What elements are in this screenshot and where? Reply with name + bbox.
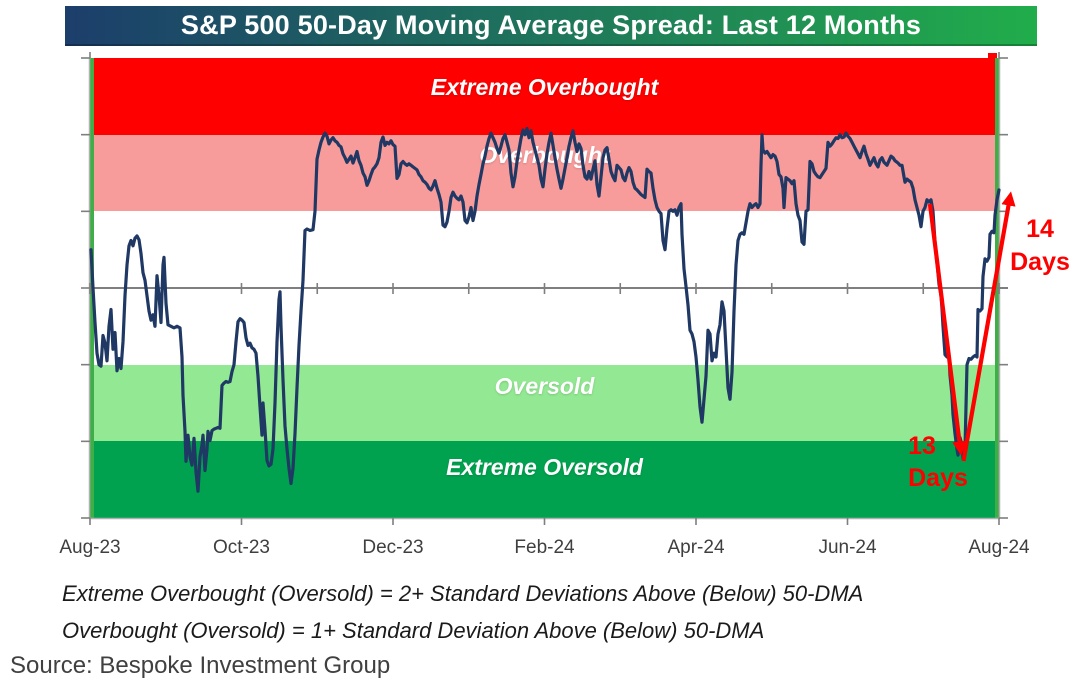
annotation-14-value: 14 (1026, 215, 1054, 243)
footnote-definition: Overbought (Oversold) = 1+ Standard Devi… (62, 618, 765, 643)
x-label-aug-23: Aug-23 (59, 537, 121, 558)
annotation-13-value: 13 (908, 432, 936, 460)
plot-left-green-edge (90, 58, 94, 518)
plot-right-green-edge (995, 58, 999, 518)
annotation-14-unit: Days (1010, 248, 1070, 276)
x-label-apr-24: Apr-24 (667, 537, 725, 558)
x-label-feb-24: Feb-24 (514, 537, 575, 558)
zone-label-oversold: Oversold (494, 373, 595, 399)
chart-title: S&P 500 50-Day Moving Average Spread: La… (180, 9, 922, 40)
x-label-dec-23: Dec-23 (362, 537, 424, 558)
annotation-13-unit: Days (908, 464, 968, 492)
threshold-bands (90, 58, 999, 518)
band-extreme-overbought (90, 58, 999, 135)
source-attribution: Source: Bespoke Investment Group (10, 652, 391, 679)
chart-title-bar: S&P 500 50-Day Moving Average Spread: La… (65, 6, 1037, 46)
x-label-oct-23: Oct-23 (212, 537, 271, 558)
zone-label-extreme-overbought: Extreme Overbought (430, 74, 659, 100)
x-label-jun-24: Jun-24 (818, 537, 877, 558)
plot-area: Extreme Overbought Overbought Oversold E… (90, 58, 999, 518)
footnote-extreme-definition: Extreme Overbought (Oversold) = 2+ Stand… (62, 581, 864, 606)
band-neutral (90, 211, 999, 365)
zone-label-overbought: Overbought (479, 142, 610, 168)
x-label-aug-24: Aug-24 (968, 537, 1030, 558)
zone-label-extreme-oversold: Extreme Oversold (446, 454, 643, 480)
